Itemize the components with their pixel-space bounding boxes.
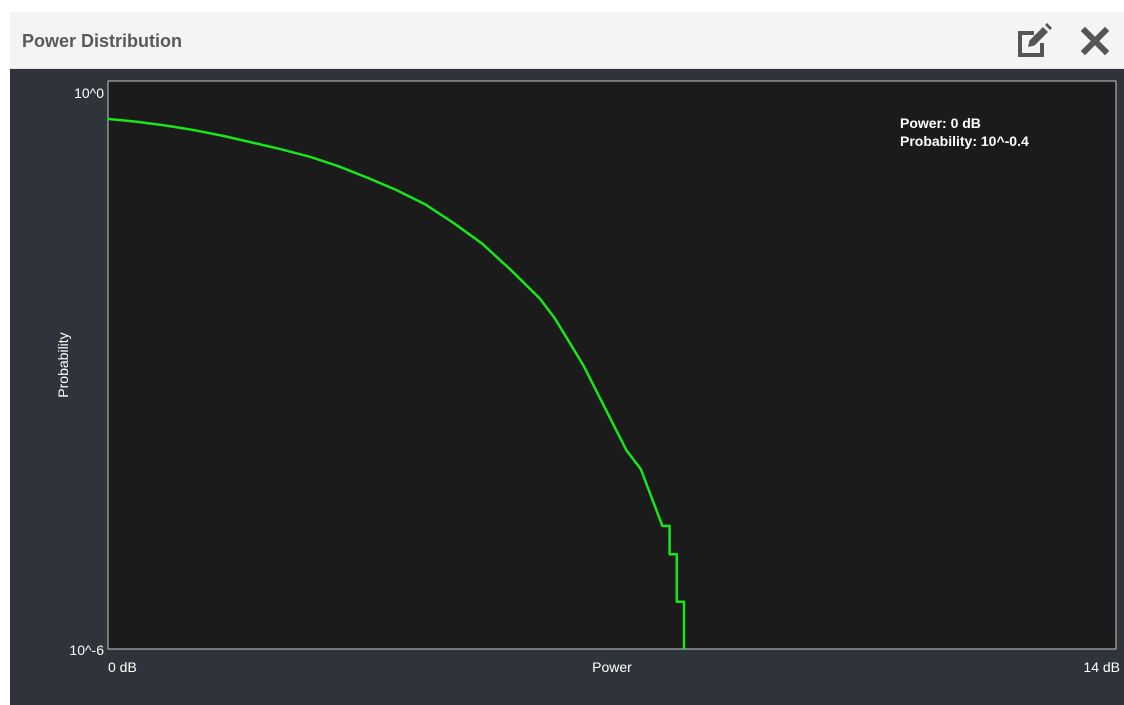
series-point-4 <box>222 134 225 137</box>
series-point-0 <box>107 117 109 120</box>
x-axis-label: Power <box>592 659 632 675</box>
y-axis-label: Probability <box>55 332 71 397</box>
series-point-27 <box>668 553 671 556</box>
series-point-21 <box>625 449 628 452</box>
series-point-16 <box>553 316 556 319</box>
series-point-17 <box>567 340 570 343</box>
annotation-line-power: Power: 0 dB <box>900 115 981 131</box>
series-point-3 <box>193 129 196 132</box>
series-point-31 <box>683 648 685 650</box>
series-point-20 <box>611 420 613 423</box>
plot-background <box>108 81 1116 649</box>
series-point-23 <box>647 487 649 490</box>
x-tick-label-left: 0 dB <box>108 659 137 675</box>
y-tick-label-top: 10^0 <box>74 85 104 101</box>
series-point-26 <box>668 524 671 527</box>
series-point-8 <box>337 165 340 168</box>
x-tick-label-right: 14 dB <box>1083 659 1120 675</box>
series-point-6 <box>279 148 282 151</box>
series-point-28 <box>675 553 678 556</box>
series-point-10 <box>395 188 397 191</box>
annotation-line-probability: Probability: 10^-0.4 <box>900 133 1029 149</box>
close-button[interactable] <box>1074 20 1116 62</box>
series-point-13 <box>481 242 484 245</box>
series-point-19 <box>596 392 599 395</box>
series-point-14 <box>510 269 513 272</box>
series-point-1 <box>135 120 138 123</box>
panel-title: Power Distribution <box>22 31 183 51</box>
series-point-29 <box>675 600 678 603</box>
series-point-2 <box>164 124 167 127</box>
edit-icon <box>1018 23 1052 57</box>
series-point-5 <box>251 141 253 144</box>
series-point-12 <box>452 222 455 224</box>
series-point-7 <box>308 155 311 158</box>
series-point-30 <box>683 600 685 603</box>
series-point-9 <box>366 176 369 179</box>
y-tick-label-bottom: 10^-6 <box>69 642 104 658</box>
series-point-25 <box>661 524 664 527</box>
series-point-11 <box>423 203 426 206</box>
series-line <box>107 117 686 649</box>
series-point-24 <box>654 506 657 508</box>
series-point-22 <box>639 468 642 471</box>
series-point-18 <box>582 364 585 366</box>
panel-header: Power Distribution <box>10 12 1124 69</box>
edit-button[interactable] <box>1013 20 1055 62</box>
series-point-15 <box>539 297 541 300</box>
close-icon <box>1080 26 1110 56</box>
